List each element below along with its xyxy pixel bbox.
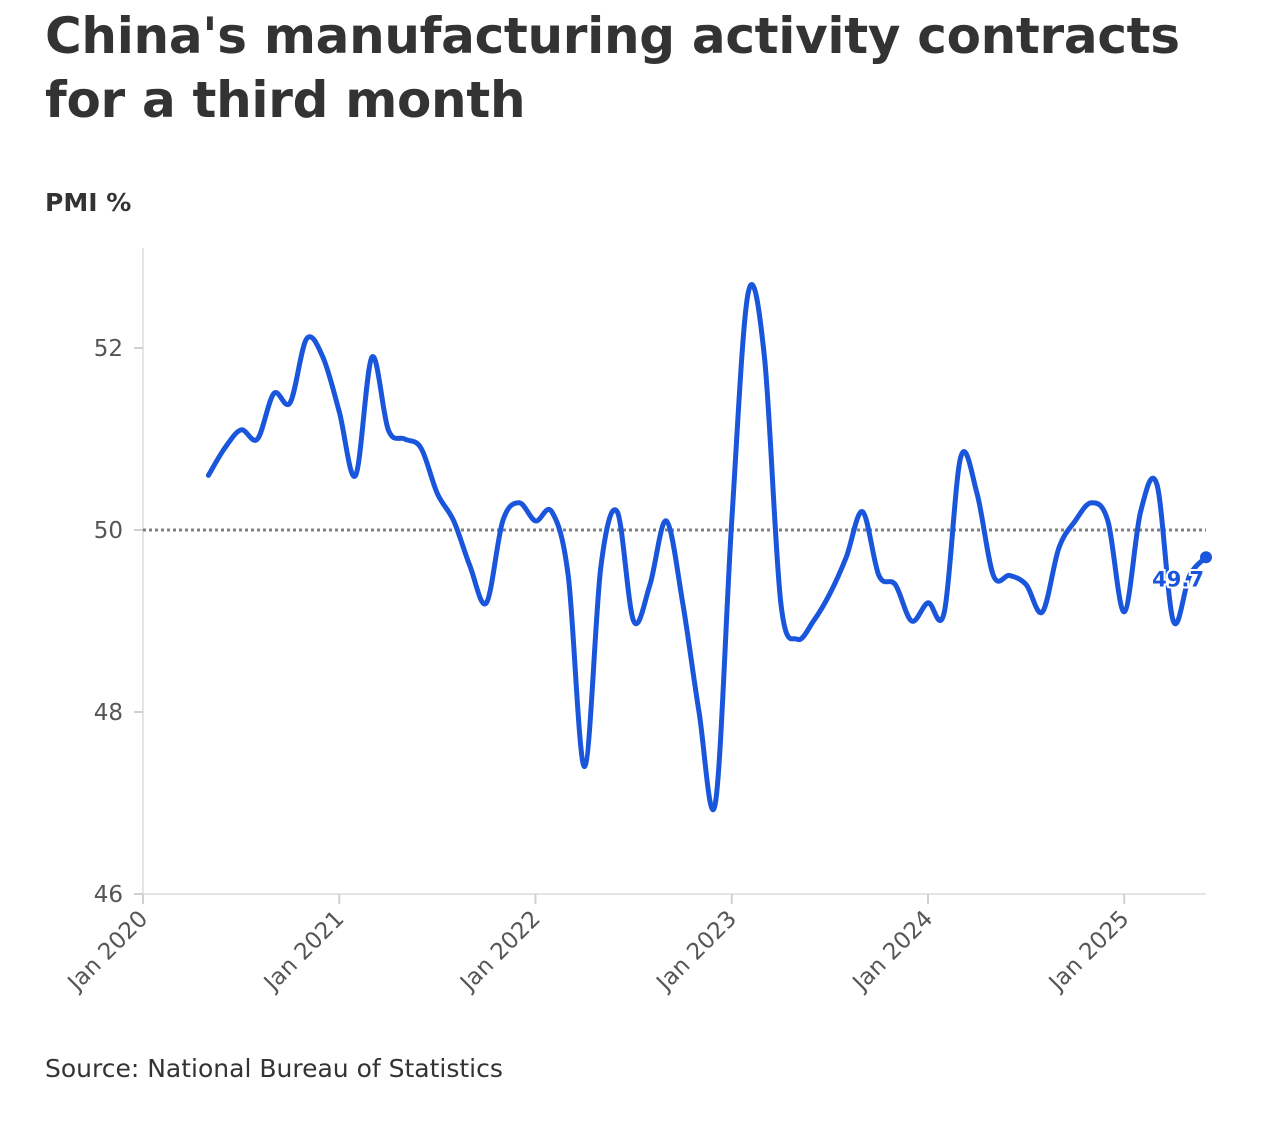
x-tick-label: Jan 2025 xyxy=(1043,906,1134,997)
x-tick-label: Jan 2024 xyxy=(847,906,938,997)
x-tick-label: Jan 2021 xyxy=(258,906,349,997)
y-axis-label: PMI % xyxy=(45,188,132,217)
marks-group: 49.7 xyxy=(1150,551,1212,593)
last-point-marker xyxy=(1200,551,1212,564)
y-tick-label: 48 xyxy=(94,700,123,726)
y-tick-label: 46 xyxy=(94,882,123,908)
x-tick-label: Jan 2022 xyxy=(454,906,545,997)
y-tick-label: 50 xyxy=(94,518,123,544)
last-value-label: 49.7 xyxy=(1152,567,1204,591)
series-group xyxy=(205,282,1209,813)
source-note: Source: National Bureau of Statistics xyxy=(45,1054,503,1083)
x-tick-label: Jan 2023 xyxy=(651,906,742,997)
x-tick-label: Jan 2020 xyxy=(62,906,153,997)
pmi-series-line xyxy=(205,282,1209,813)
chart-title: China's manufacturing activity contracts… xyxy=(45,7,1180,129)
y-tick-label: 52 xyxy=(94,336,123,362)
